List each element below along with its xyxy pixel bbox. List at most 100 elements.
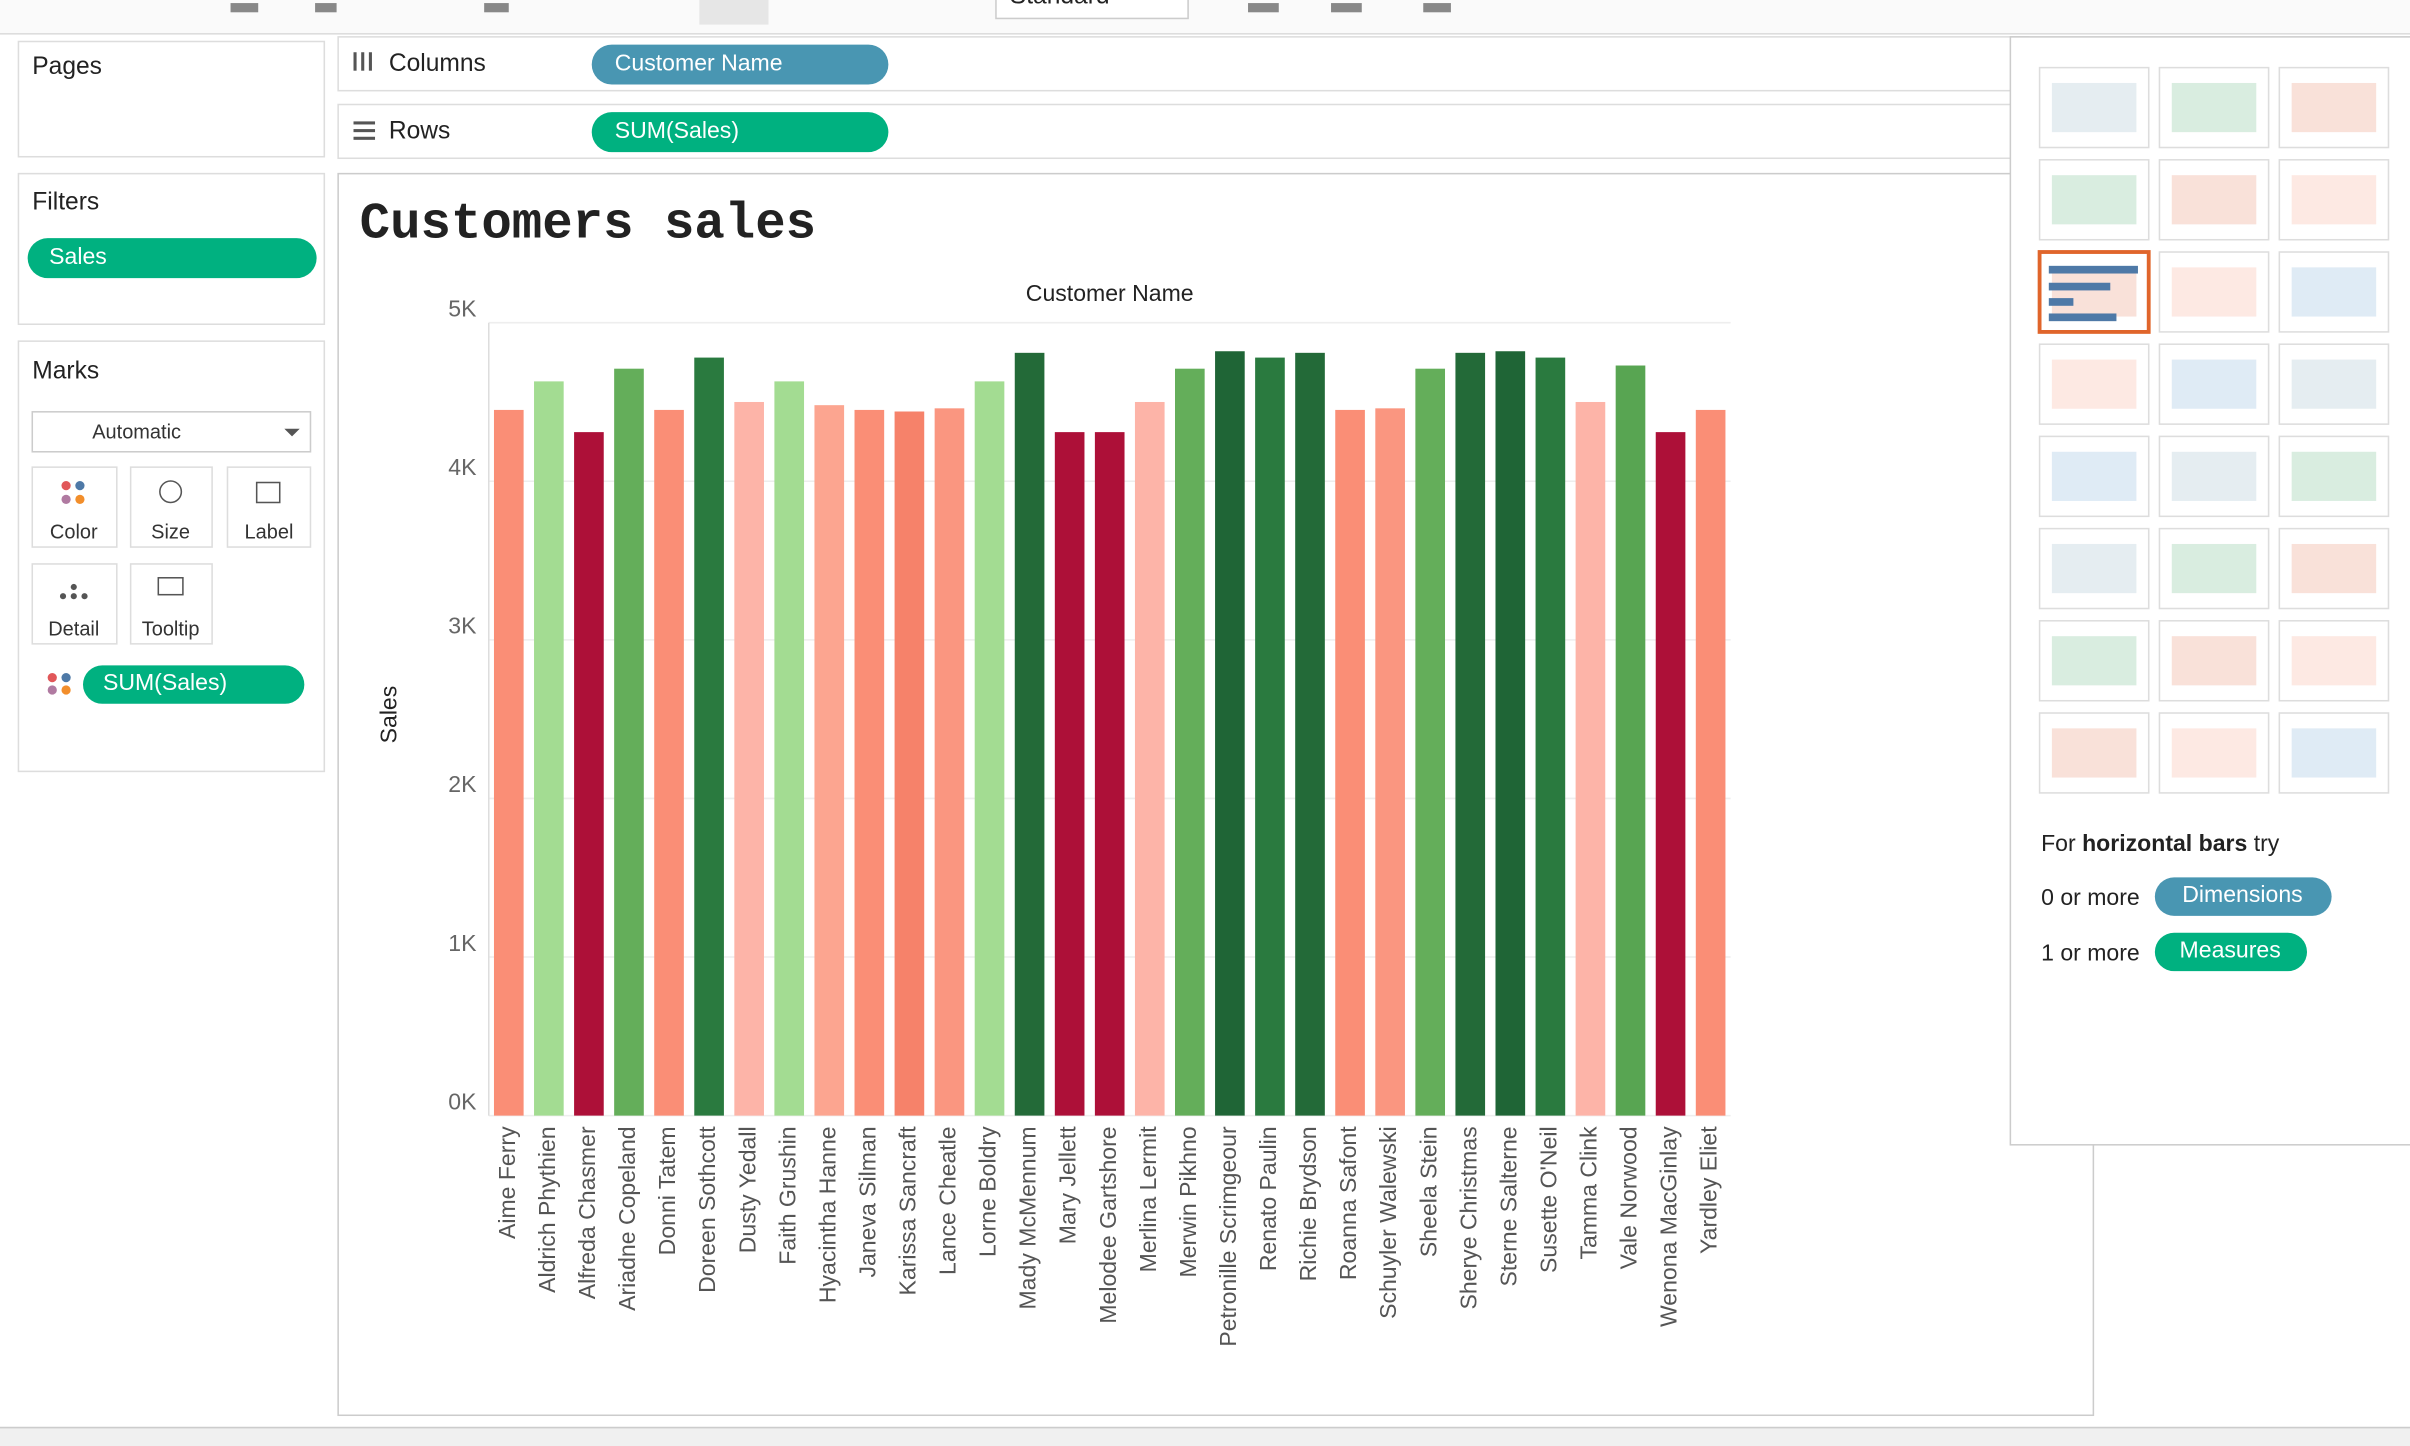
bar[interactable] bbox=[734, 401, 764, 1116]
bar[interactable] bbox=[1655, 432, 1686, 1116]
bar[interactable] bbox=[1054, 432, 1085, 1116]
bar[interactable] bbox=[1255, 357, 1285, 1116]
thumbnail-graphic bbox=[2291, 175, 2377, 225]
toolbar-icon[interactable] bbox=[484, 3, 509, 13]
thumbnail-graphic bbox=[2291, 728, 2377, 778]
x-tick-label: Petronille Scrimgeour bbox=[1215, 1126, 1241, 1347]
y-tick-label: 2K bbox=[448, 771, 477, 797]
bar[interactable] bbox=[1335, 409, 1365, 1116]
x-tick-label: Ariadne Copeland bbox=[614, 1126, 640, 1310]
thumbnail-graphic bbox=[2171, 175, 2257, 225]
bar[interactable] bbox=[1495, 351, 1526, 1116]
bar[interactable] bbox=[493, 409, 524, 1116]
rows-pill[interactable] bbox=[591, 112, 889, 153]
y-tick-label: 4K bbox=[448, 454, 477, 480]
bar[interactable] bbox=[974, 381, 1005, 1116]
bar[interactable] bbox=[814, 405, 845, 1116]
icon bbox=[59, 593, 67, 600]
thumbnail-graphic bbox=[2171, 82, 2257, 133]
icon bbox=[81, 593, 88, 600]
columns-pill[interactable] bbox=[591, 44, 889, 85]
icon bbox=[361, 52, 365, 71]
icon bbox=[61, 494, 71, 505]
x-tick-label: Susette O'Neil bbox=[1535, 1126, 1561, 1273]
bar[interactable] bbox=[1535, 357, 1566, 1116]
icon bbox=[70, 593, 77, 600]
bar[interactable] bbox=[774, 381, 805, 1116]
bar[interactable] bbox=[614, 368, 644, 1116]
x-tick-label: Sterne Salterne bbox=[1495, 1126, 1521, 1286]
toolbar-icon[interactable] bbox=[699, 0, 769, 25]
y-tick-label: 3K bbox=[448, 613, 477, 639]
toolbar-icon[interactable] bbox=[230, 3, 259, 13]
bar[interactable] bbox=[934, 408, 965, 1116]
show-me-thumbnails bbox=[2037, 66, 2390, 794]
bar[interactable] bbox=[854, 409, 885, 1116]
hint-text: For bbox=[2041, 830, 2076, 856]
icon bbox=[61, 480, 71, 491]
thumbnail-graphic bbox=[2051, 359, 2137, 409]
x-tick-label: Merlina Lermit bbox=[1135, 1126, 1161, 1273]
bar[interactable] bbox=[1215, 351, 1245, 1116]
toolbar-icon[interactable] bbox=[1248, 3, 1279, 13]
toolbar bbox=[0, 0, 2410, 34]
thumbnail-graphic bbox=[2171, 728, 2257, 778]
mark-type-text: Automatic bbox=[92, 422, 181, 444]
bar[interactable] bbox=[694, 357, 724, 1116]
label-button[interactable] bbox=[226, 466, 312, 548]
x-tick-label: Janeva Silman bbox=[854, 1126, 880, 1277]
bar[interactable] bbox=[1295, 352, 1325, 1116]
icon bbox=[353, 52, 357, 71]
bar[interactable] bbox=[1575, 401, 1606, 1116]
button-label: Tooltip bbox=[142, 618, 200, 640]
bar[interactable] bbox=[1094, 432, 1125, 1116]
x-tick-label: Roanna Safont bbox=[1335, 1126, 1361, 1280]
x-tick-label: Aime Ferry bbox=[494, 1126, 520, 1239]
dropdown-arrow bbox=[284, 428, 300, 437]
bar[interactable] bbox=[1695, 409, 1726, 1116]
marks-pill[interactable] bbox=[82, 665, 305, 704]
measures-text: Measures bbox=[2180, 936, 2281, 962]
bar[interactable] bbox=[574, 432, 604, 1116]
x-tick-label: Mady McMennum bbox=[1015, 1126, 1041, 1309]
hint-bold: horizontal bars bbox=[2082, 830, 2247, 856]
x-tick-label: Lance Cheatle bbox=[935, 1126, 961, 1275]
x-tick-label: Hyacintha Hanne bbox=[814, 1126, 840, 1303]
thumbnail-graphic bbox=[2291, 359, 2377, 409]
icon bbox=[61, 673, 71, 683]
icon bbox=[75, 494, 85, 505]
x-tick-label: Richie Brydson bbox=[1295, 1126, 1321, 1281]
bar[interactable] bbox=[1415, 368, 1446, 1116]
toolbar-icon[interactable] bbox=[1423, 3, 1451, 13]
toolbar-icon[interactable] bbox=[1331, 3, 1362, 13]
filter-pill[interactable] bbox=[27, 238, 317, 279]
bar[interactable] bbox=[894, 411, 925, 1116]
bar[interactable] bbox=[1175, 368, 1205, 1116]
x-tick-label: Renato Paulin bbox=[1255, 1126, 1281, 1271]
color-button[interactable] bbox=[31, 466, 118, 548]
measures-pill bbox=[2154, 932, 2308, 972]
marks-card bbox=[17, 340, 326, 773]
icon bbox=[61, 685, 71, 695]
view-size-dropdown[interactable] bbox=[995, 0, 1189, 20]
status-bar bbox=[0, 1427, 2410, 1446]
bar[interactable] bbox=[534, 381, 564, 1116]
bar[interactable] bbox=[1455, 352, 1486, 1116]
mark-type-dropdown[interactable] bbox=[31, 411, 312, 453]
bar[interactable] bbox=[1615, 365, 1646, 1116]
toolbar-icon[interactable] bbox=[315, 3, 337, 13]
x-tick-label: Tamma Clink bbox=[1576, 1126, 1602, 1260]
detail-button[interactable] bbox=[31, 563, 118, 645]
x-tick-label: Karissa Sancraft bbox=[894, 1126, 920, 1296]
bar[interactable] bbox=[1014, 352, 1045, 1116]
bar[interactable] bbox=[1134, 401, 1165, 1116]
x-tick-label: Aldrich Phythien bbox=[534, 1126, 560, 1293]
icon bbox=[75, 480, 85, 491]
dimensions-text: Dimensions bbox=[2182, 881, 2302, 907]
bar[interactable] bbox=[654, 409, 684, 1116]
plot: 0K 1K 2K 3K 4K 5K Aime Ferry Aldrich Phythien Al… bbox=[448, 296, 1731, 1347]
bar[interactable] bbox=[1375, 408, 1405, 1116]
x-tick-label: Doreen Sothcott bbox=[694, 1126, 720, 1293]
